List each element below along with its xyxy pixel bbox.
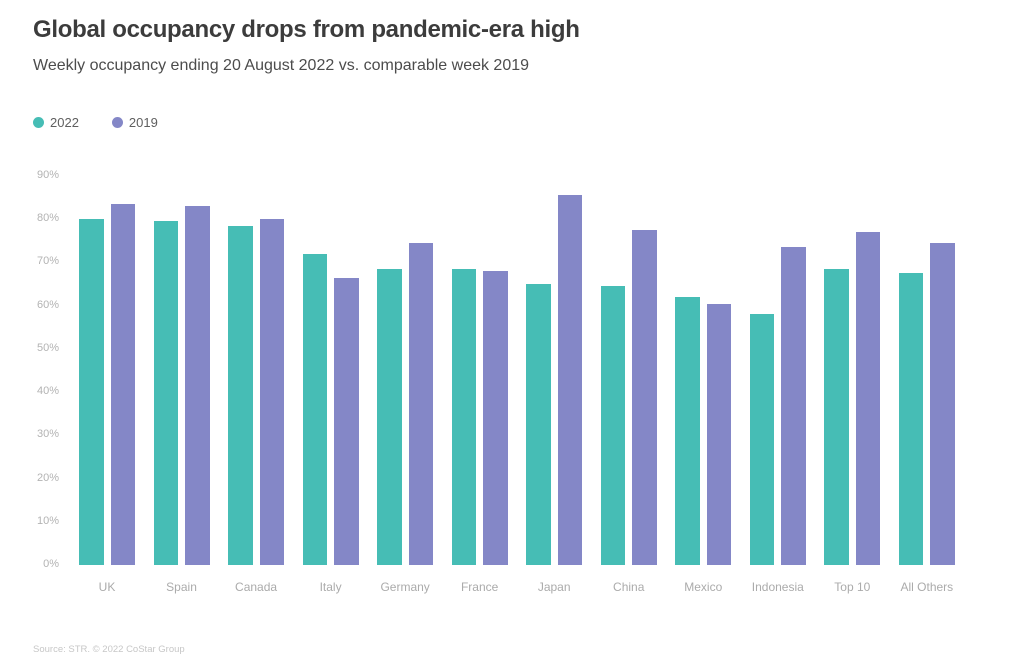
chart-subtitle: Weekly occupancy ending 20 August 2022 v… [33,57,530,74]
y-tick-label: 60% [36,298,59,311]
y-tick-label: 70% [36,255,59,268]
bar-2019 [185,206,210,565]
legend-label: 2022 [50,115,79,130]
bar-group-all-others: All Others [898,176,955,594]
x-axis-label: China [613,580,645,594]
bar-2022 [526,284,551,565]
plot-area: UK Spain Canada Italy Germany France Japan Chin… [79,176,955,594]
x-axis-label: France [460,580,499,594]
y-tick-label: 0% [43,558,59,570]
x-axis-label: All Others [900,580,954,594]
legend-dot-2022 [33,117,44,128]
bar-2022 [451,268,477,565]
x-axis-label: Mexico [684,580,723,594]
bar-group-china: China [600,176,657,594]
y-tick-label: 10% [36,514,59,527]
bar-group-japan: Japan [526,176,583,594]
y-tick-label: 90% [36,169,59,181]
bar-2022 [302,253,328,565]
bar-2022 [228,225,253,565]
bar-2022 [79,219,104,565]
x-axis-label: Spain [166,580,197,594]
chart-title: Global occupancy drops from pandemic-era… [33,16,580,43]
x-axis-label: Indonesia [751,580,804,594]
bar-group-spain: Spain [153,176,210,594]
bar-2019 [334,277,359,565]
y-tick-label: 50% [36,341,59,354]
bar-2022 [749,314,775,565]
x-axis-label: Germany [380,580,430,594]
bar-2019 [557,195,583,565]
bar-group-france: France [451,176,508,594]
bar-2019 [259,219,285,565]
bar-group-italy: Italy [302,176,359,594]
legend: 2022 2019 [33,115,158,130]
bar-group-canada: Canada [228,176,285,594]
bar-2019 [483,271,508,565]
bar-2019 [706,303,732,565]
bar-2022 [898,273,924,565]
bar-2019 [632,230,657,565]
legend-item-2022: 2022 [33,115,79,130]
y-tick-label: 80% [36,212,59,225]
bar-group-top-10: Top 10 [824,176,881,594]
legend-label: 2019 [128,115,158,130]
bar-group-uk: UK [79,176,135,594]
x-axis-label: Canada [235,580,278,594]
x-axis-label: Japan [537,580,571,594]
bar-2019 [110,204,135,565]
bar-group-indonesia: Indonesia [749,176,806,594]
y-tick-label: 20% [36,471,59,484]
bar-2022 [377,268,402,565]
y-tick-label: 40% [36,385,59,398]
legend-item-2019: 2019 [111,115,158,130]
x-axis-label: Italy [319,580,342,594]
bar-2022 [824,268,849,565]
bar-2019 [781,247,806,565]
bar-2019 [855,232,881,565]
bar-group-germany: Germany [377,176,434,594]
bar-2022 [153,221,179,565]
x-axis-label: Top 10 [834,580,871,594]
bar-2019 [930,243,955,565]
bar-2019 [408,243,434,565]
x-axis-label: UK [98,580,116,594]
bar-2022 [600,286,626,565]
bar-group-mexico: Mexico [675,176,732,594]
legend-dot-2019 [111,117,123,128]
source-note: Source: STR. © 2022 CoStar Group [33,644,185,655]
y-tick-label: 30% [36,428,59,441]
bar-2022 [675,297,700,565]
y-axis: 0% 10% 20% 30% 40% 50% 60% 70% 80% 90% [33,169,59,570]
